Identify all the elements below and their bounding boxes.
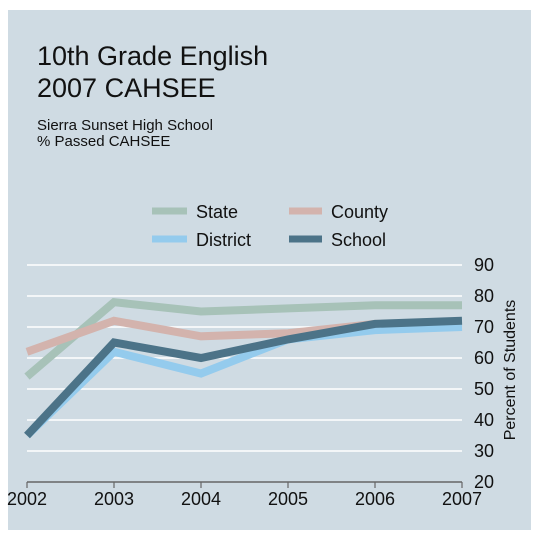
series-line-district — [24, 323, 463, 439]
chart-title-line-1: 10th Grade English — [37, 41, 269, 71]
chart-title-line-2: 2007 CAHSEE — [37, 73, 216, 103]
x-tick-label-2006: 2006 — [355, 489, 395, 509]
x-tick-label-2004: 2004 — [181, 489, 221, 509]
legend-label-school: School — [331, 230, 386, 250]
x-tick-label-2007: 2007 — [442, 489, 482, 509]
chart-subtitle-line-2: % Passed CAHSEE — [37, 133, 171, 150]
chart-subtitle-line-1: Sierra Sunset High School — [37, 117, 213, 134]
y-tick-label-80: 80 — [474, 286, 494, 306]
y-tick-label-50: 50 — [474, 379, 494, 399]
y-tick-label-40: 40 — [474, 410, 494, 430]
y-tick-label-70: 70 — [474, 317, 494, 337]
y-tick-label-30: 30 — [474, 441, 494, 461]
series-line-school — [24, 316, 463, 439]
series-line-state — [24, 298, 462, 380]
x-tick-label-2002: 2002 — [7, 489, 47, 509]
y-axis-label: Percent of Students — [502, 300, 519, 441]
x-tick-label-2003: 2003 — [94, 489, 134, 509]
series-lines — [24, 298, 463, 439]
legend: State County District School — [152, 202, 388, 250]
legend-label-county: County — [331, 202, 388, 222]
legend-label-district: District — [196, 230, 251, 250]
legend-label-state: State — [196, 202, 238, 222]
x-tick-label-2005: 2005 — [268, 489, 308, 509]
y-tick-label-60: 60 — [474, 348, 494, 368]
y-tick-label-90: 90 — [474, 255, 494, 275]
y-tick-label-20: 20 — [474, 472, 494, 492]
chart-background — [8, 10, 531, 530]
